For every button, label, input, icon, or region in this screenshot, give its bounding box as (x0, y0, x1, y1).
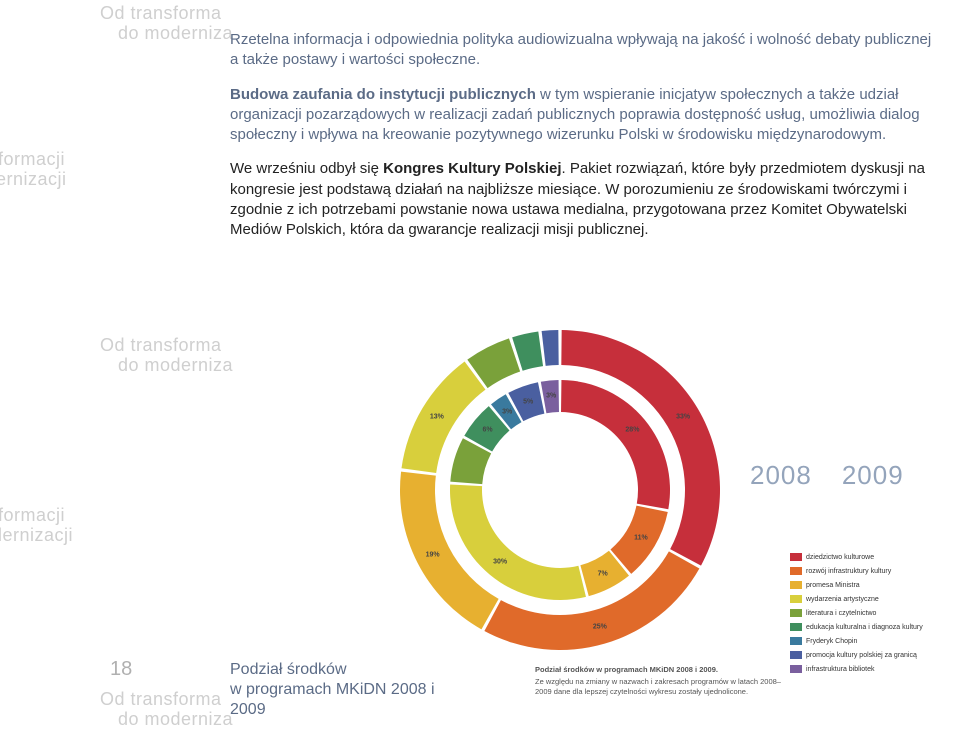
legend-row: edukacja kulturalna i diagnoza kultury (790, 620, 923, 634)
watermark-line1b: Od transforma (100, 336, 233, 356)
watermark-bottom: Od transforma do moderniza (100, 690, 233, 730)
donut-svg (390, 320, 730, 660)
legend-row: dziedzictwo kulturowe (790, 550, 923, 564)
segment-percent-label: 7% (598, 570, 608, 577)
paragraph-1: Rzetelna informacja i odpowiednia polity… (230, 30, 940, 71)
paragraph-2: Budowa zaufania do instytucji publicznyc… (230, 85, 940, 146)
segment-percent-label: 28% (625, 427, 639, 434)
legend-swatch (790, 623, 802, 631)
segment-percent-label: 3% (546, 393, 556, 400)
segment-percent-label: 25% (593, 624, 607, 631)
caption-right-title: Podział środków w programach MKiDN 2008 … (535, 665, 795, 675)
segment-percent-label: 5% (523, 398, 533, 405)
segment-percent-label: 3% (502, 409, 512, 416)
watermark-edge-2: formacji dernizacji (0, 506, 73, 546)
p3-bold: Kongres Kultury Polskiej (383, 160, 561, 177)
chart-caption-right: Podział środków w programach MKiDN 2008 … (535, 665, 795, 696)
legend-label: edukacja kulturalna i diagnoza kultury (806, 624, 923, 631)
segment-percent-label: 33% (676, 414, 690, 421)
legend-swatch (790, 637, 802, 645)
legend-label: promesa Ministra (806, 582, 860, 589)
year-2009: 2009 (842, 460, 904, 490)
legend-swatch (790, 553, 802, 561)
segment-percent-label: 13% (430, 414, 444, 421)
legend-row: wydarzenia artystyczne (790, 592, 923, 606)
chart-caption-left: Podział środków w programach MKiDN 2008 … (230, 660, 460, 720)
watermark-line1c: Od transforma (100, 690, 233, 710)
legend-swatch (790, 609, 802, 617)
legend-label: wydarzenia artystyczne (806, 596, 879, 603)
legend-label: rozwój infrastruktury kultury (806, 568, 891, 575)
legend-row: Fryderyk Chopin (790, 634, 923, 648)
legend-swatch (790, 595, 802, 603)
legend-label: Fryderyk Chopin (806, 638, 857, 645)
page-number: 18 (110, 658, 132, 681)
caption-right-body: Ze względu na zmiany w nazwach i zakresa… (535, 677, 795, 697)
legend-label: literatura i czytelnictwo (806, 610, 876, 617)
watermark-edge2-l1: formacji (0, 506, 73, 526)
donut-chart: 33% 25% 19% 13% 28% 11% 7% 30% 6% 3% 5% 3% 2008 2009… (390, 320, 950, 690)
watermark-mid: Od transforma do moderniza (100, 336, 233, 376)
p3-a: We wrześniu odbył się (230, 160, 383, 177)
legend-label: dziedzictwo kulturowe (806, 554, 874, 561)
watermark-top: Od transforma do moderniza (100, 4, 233, 44)
watermark-edge-1: formacji ernizacji (0, 150, 67, 190)
watermark-line2b: do moderniza (118, 356, 233, 376)
segment-percent-label: 30% (493, 559, 507, 566)
segment-percent-label: 6% (483, 427, 493, 434)
segment-percent-label: 11% (634, 534, 648, 541)
year-labels: 2008 2009 (750, 460, 934, 491)
caption-left-l2: w programach MKiDN 2008 i 2009 (230, 680, 460, 720)
donut-segment (542, 330, 559, 366)
caption-left-l1: Podział środków (230, 660, 460, 680)
legend-label: infrastruktura bibliotek (806, 666, 874, 673)
watermark-line1: Od transforma (100, 4, 233, 24)
watermark-line2: do moderniza (118, 24, 233, 44)
watermark-edge-l2: ernizacji (0, 170, 67, 190)
legend-row: promocja kultury polskiej za granicą (790, 648, 923, 662)
watermark-line2c: do moderniza (118, 710, 233, 730)
legend-label: promocja kultury polskiej za granicą (806, 652, 917, 659)
segment-percent-label: 19% (426, 551, 440, 558)
legend-swatch (790, 651, 802, 659)
watermark-edge2-l2: dernizacji (0, 526, 73, 546)
watermark-edge-l1: formacji (0, 150, 67, 170)
paragraph-3: We wrześniu odbył się Kongres Kultury Po… (230, 159, 940, 240)
p2-bold: Budowa zaufania do instytucji publicznyc… (230, 86, 536, 103)
legend-row: literatura i czytelnictwo (790, 606, 923, 620)
legend-swatch (790, 581, 802, 589)
body-text: Rzetelna informacja i odpowiednia polity… (230, 30, 940, 254)
legend-row: promesa Ministra (790, 578, 923, 592)
year-2008: 2008 (750, 460, 812, 490)
legend-swatch (790, 567, 802, 575)
legend-row: rozwój infrastruktury kultury (790, 564, 923, 578)
legend-row: infrastruktura bibliotek (790, 662, 923, 676)
legend: dziedzictwo kulturowe rozwój infrastruktu… (790, 550, 923, 676)
donut-area: 33% 25% 19% 13% 28% 11% 7% 30% 6% 3% 5% 3% (390, 320, 730, 660)
